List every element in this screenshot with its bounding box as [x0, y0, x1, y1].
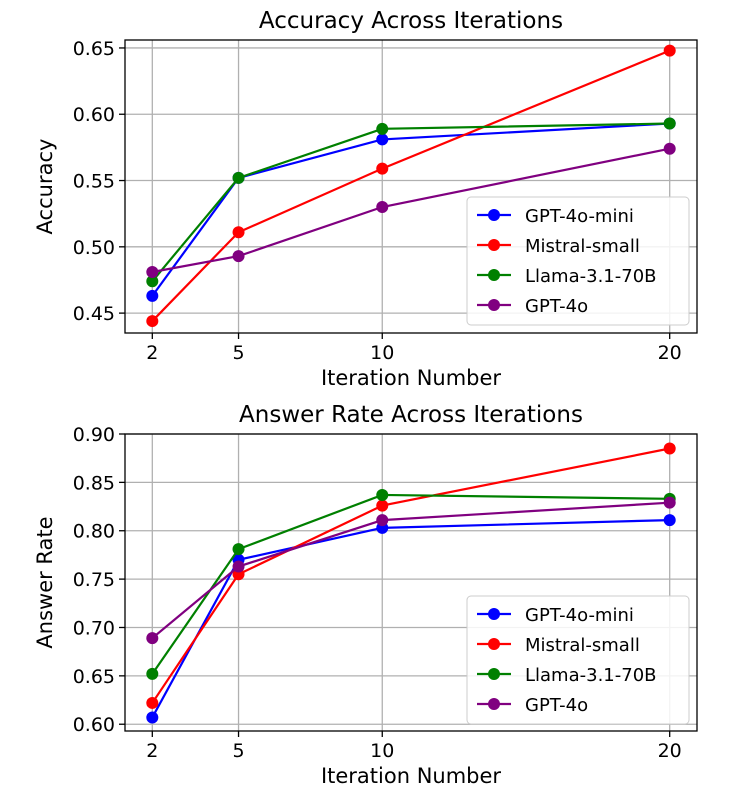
chart-title: Answer Rate Across Iterations — [239, 402, 583, 428]
series-Mistral-small — [146, 442, 676, 709]
data-point — [232, 226, 245, 239]
data-point — [376, 162, 389, 175]
legend-label: GPT-4o — [525, 695, 588, 716]
data-point — [232, 171, 245, 184]
legend-label: GPT-4o-mini — [525, 206, 634, 227]
y-tick-label: 0.80 — [73, 521, 115, 543]
legend-label: GPT-4o — [525, 296, 588, 317]
x-tick-label: 20 — [658, 342, 682, 364]
data-point — [146, 315, 159, 328]
y-axis-label: Accuracy — [33, 139, 57, 235]
x-axis-label: Iteration Number — [321, 764, 501, 788]
data-point — [663, 117, 676, 130]
legend: GPT-4o-mini Mistral-small Llama-3.1-70B GPT… — [466, 196, 690, 326]
series-line — [151, 501, 670, 639]
legend: GPT-4o-mini Mistral-small Llama-3.1-70B GPT… — [466, 595, 690, 725]
x-tick-label: 20 — [658, 740, 682, 762]
y-tick-label: 0.85 — [73, 472, 115, 494]
series-Mistral-small — [146, 44, 676, 328]
legend-marker — [488, 638, 500, 650]
y-tick-label: 0.65 — [73, 38, 115, 60]
y-tick-label: 0.50 — [73, 237, 115, 259]
x-tick-label: 2 — [146, 740, 158, 762]
data-point — [663, 496, 676, 509]
legend-marker — [488, 608, 500, 620]
x-tick-label: 5 — [232, 740, 244, 762]
x-tick-label: 2 — [146, 342, 158, 364]
data-point — [663, 514, 676, 527]
chart-2: 2 5 10 20 0.60 0.65 0.70 0.75 0.80 0.85 0.90 Answer… — [33, 402, 698, 788]
chart-1: 2 5 10 20 0.45 0.50 0.55 0.60 0.65 Accuracy Acros… — [33, 8, 698, 390]
y-tick-label: 0.70 — [73, 617, 115, 639]
legend-label: GPT-4o-mini — [525, 605, 634, 626]
series-line — [151, 49, 671, 322]
data-point — [376, 499, 389, 512]
legend-marker — [488, 239, 500, 251]
series-GPT-4o — [146, 496, 676, 645]
series-line — [151, 122, 670, 297]
y-axis-label: Answer Rate — [33, 516, 57, 648]
y-tick-label: 0.60 — [73, 714, 115, 736]
y-tick-label: 0.75 — [73, 569, 115, 591]
legend-marker — [488, 668, 500, 680]
legend-label: Mistral-small — [525, 635, 640, 656]
y-tick-label: 0.65 — [73, 666, 115, 688]
data-point — [663, 44, 676, 57]
data-point — [146, 711, 159, 724]
data-point — [146, 667, 159, 680]
data-point — [663, 142, 676, 155]
data-point — [376, 122, 389, 135]
legend-label: Llama-3.1-70B — [525, 266, 657, 287]
data-point — [376, 514, 389, 527]
data-point — [376, 488, 389, 501]
data-point — [146, 632, 159, 645]
y-tick-label: 0.55 — [73, 171, 115, 193]
x-axis-label: Iteration Number — [321, 366, 501, 390]
data-point — [376, 201, 389, 214]
data-point — [663, 442, 676, 455]
data-point — [146, 696, 159, 709]
y-tick-label: 0.60 — [73, 104, 115, 126]
data-point — [232, 560, 245, 573]
x-tick-label: 10 — [370, 740, 394, 762]
series-line — [151, 447, 670, 704]
data-point — [146, 266, 159, 279]
series-Llama-3.1-70B — [146, 117, 676, 288]
legend-marker — [488, 269, 500, 281]
legend-label: Llama-3.1-70B — [525, 665, 657, 686]
series-line — [152, 147, 670, 274]
data-point — [376, 133, 389, 146]
data-point — [232, 543, 245, 556]
legend-marker — [488, 698, 500, 710]
y-tick-label: 0.90 — [73, 424, 115, 446]
axes-frame — [124, 433, 698, 732]
data-point — [146, 289, 159, 302]
series-GPT-4o — [146, 142, 676, 279]
data-point — [146, 275, 159, 288]
data-point — [232, 250, 245, 263]
legend-box — [466, 196, 690, 326]
legend-marker — [488, 299, 500, 311]
legend-label: Mistral-small — [525, 236, 640, 257]
legend-marker — [488, 209, 500, 221]
legend-box — [466, 595, 690, 725]
x-tick-label: 5 — [232, 342, 244, 364]
axes-frame — [124, 39, 698, 334]
chart-title: Accuracy Across Iterations — [259, 8, 563, 34]
y-tick-label: 0.45 — [73, 303, 115, 325]
x-tick-label: 10 — [370, 342, 394, 364]
series-line — [151, 493, 670, 675]
series-line — [151, 122, 670, 282]
